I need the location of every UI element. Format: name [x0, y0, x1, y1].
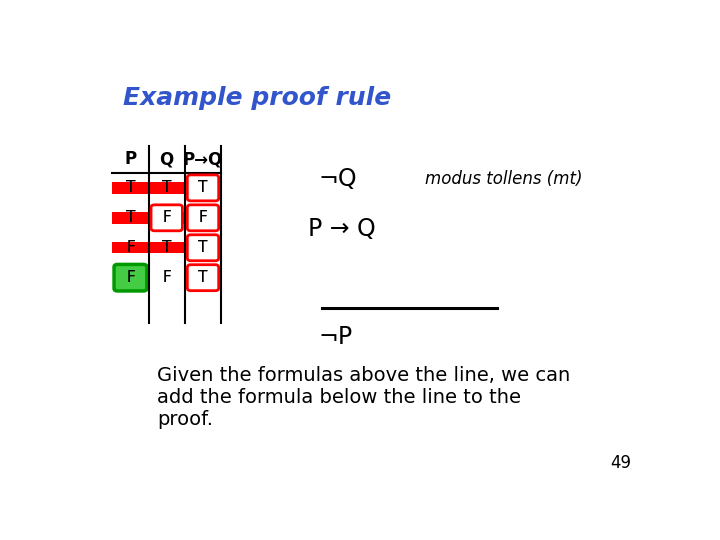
- Text: F: F: [126, 240, 135, 255]
- Bar: [112, 182, 221, 193]
- Text: F: F: [162, 210, 171, 225]
- Text: T: T: [162, 180, 171, 195]
- Text: ¬Q: ¬Q: [319, 167, 357, 191]
- Text: Given the formulas above the line, we can
add the formula below the line to the
: Given the formulas above the line, we ca…: [157, 366, 570, 429]
- FancyBboxPatch shape: [151, 205, 182, 231]
- Text: P → Q: P → Q: [307, 217, 375, 241]
- Text: T: T: [198, 240, 207, 255]
- Text: T: T: [198, 270, 207, 285]
- Text: F: F: [126, 270, 135, 285]
- Text: T: T: [198, 180, 207, 195]
- Bar: [112, 212, 221, 224]
- Text: F: F: [126, 240, 135, 255]
- FancyBboxPatch shape: [187, 175, 219, 201]
- FancyBboxPatch shape: [114, 265, 147, 291]
- Text: F: F: [162, 270, 171, 285]
- Text: T: T: [126, 180, 135, 195]
- Text: ¬P: ¬P: [319, 325, 353, 349]
- Text: F: F: [162, 210, 171, 225]
- Text: T: T: [198, 240, 207, 255]
- Text: 49: 49: [611, 454, 631, 472]
- Text: F: F: [162, 270, 171, 285]
- Text: Q: Q: [160, 151, 174, 168]
- Text: F: F: [126, 270, 135, 285]
- Text: P: P: [125, 151, 137, 168]
- Text: Example proof rule: Example proof rule: [124, 85, 392, 110]
- Text: T: T: [162, 240, 171, 255]
- FancyBboxPatch shape: [187, 205, 219, 231]
- Text: T: T: [162, 240, 171, 255]
- Text: T: T: [126, 210, 135, 225]
- Text: T: T: [198, 180, 207, 195]
- FancyBboxPatch shape: [187, 235, 219, 261]
- Text: F: F: [199, 210, 207, 225]
- FancyBboxPatch shape: [187, 265, 219, 291]
- Text: modus tollens (mt): modus tollens (mt): [425, 170, 582, 188]
- Bar: [112, 242, 221, 253]
- Text: F: F: [199, 210, 207, 225]
- Text: T: T: [126, 180, 135, 195]
- Text: T: T: [198, 270, 207, 285]
- Text: T: T: [126, 210, 135, 225]
- Text: T: T: [162, 180, 171, 195]
- Text: P→Q: P→Q: [183, 151, 223, 168]
